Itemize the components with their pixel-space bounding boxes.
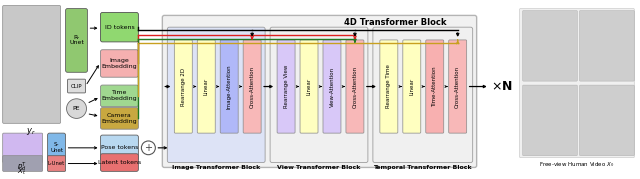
- FancyBboxPatch shape: [403, 40, 420, 133]
- Text: Image
Embedding: Image Embedding: [102, 58, 137, 69]
- Text: $\times$N: $\times$N: [491, 80, 513, 93]
- Text: Latent tokens: Latent tokens: [98, 160, 141, 165]
- FancyBboxPatch shape: [100, 135, 138, 161]
- Text: R-
Unet: R- Unet: [69, 35, 84, 45]
- Text: PE: PE: [73, 106, 80, 111]
- FancyBboxPatch shape: [167, 27, 265, 163]
- Text: Time-Attention: Time-Attention: [432, 66, 437, 107]
- FancyBboxPatch shape: [197, 40, 215, 133]
- FancyBboxPatch shape: [300, 40, 318, 133]
- FancyBboxPatch shape: [373, 27, 473, 163]
- Text: Linear: Linear: [410, 78, 414, 95]
- FancyBboxPatch shape: [323, 40, 341, 133]
- FancyBboxPatch shape: [579, 85, 634, 156]
- FancyBboxPatch shape: [163, 15, 477, 168]
- Text: Image Transformer Block: Image Transformer Block: [172, 165, 260, 170]
- FancyBboxPatch shape: [426, 40, 444, 133]
- Text: Cross-Attention: Cross-Attention: [455, 66, 460, 108]
- FancyBboxPatch shape: [100, 85, 138, 107]
- FancyBboxPatch shape: [449, 40, 467, 133]
- FancyBboxPatch shape: [3, 156, 43, 171]
- Text: View Transformer Block: View Transformer Block: [277, 165, 361, 170]
- Text: CLIP: CLIP: [70, 84, 83, 89]
- Text: Temporal Transformer Block: Temporal Transformer Block: [374, 165, 472, 170]
- Text: Rearrange View: Rearrange View: [284, 65, 289, 108]
- FancyBboxPatch shape: [47, 133, 65, 163]
- FancyBboxPatch shape: [3, 6, 61, 123]
- Text: $X_t$: $X_t$: [17, 167, 26, 177]
- FancyBboxPatch shape: [100, 154, 138, 171]
- Text: L-Unet: L-Unet: [48, 161, 65, 166]
- FancyBboxPatch shape: [243, 40, 261, 133]
- Text: Pose tokens: Pose tokens: [100, 145, 138, 150]
- Circle shape: [67, 99, 86, 118]
- FancyBboxPatch shape: [68, 79, 86, 93]
- FancyBboxPatch shape: [65, 9, 88, 72]
- Text: $y_r$: $y_r$: [26, 126, 36, 137]
- Text: View-Attention: View-Attention: [330, 66, 335, 107]
- Text: Time
Embedding: Time Embedding: [102, 90, 137, 101]
- Text: Camera
Embedding: Camera Embedding: [102, 113, 137, 124]
- Text: Linear: Linear: [307, 78, 312, 95]
- FancyBboxPatch shape: [3, 133, 43, 163]
- Text: Rearrange 2D: Rearrange 2D: [180, 67, 186, 106]
- FancyBboxPatch shape: [47, 156, 65, 171]
- Text: ID tokens: ID tokens: [104, 25, 134, 30]
- Text: $p_{d}^{T}$: $p_{d}^{T}$: [17, 161, 27, 174]
- FancyBboxPatch shape: [522, 85, 577, 156]
- FancyBboxPatch shape: [520, 9, 634, 158]
- Text: Cross-Attention: Cross-Attention: [250, 66, 255, 108]
- FancyBboxPatch shape: [380, 40, 398, 133]
- Circle shape: [141, 141, 156, 155]
- Text: +: +: [145, 143, 152, 153]
- FancyBboxPatch shape: [579, 11, 634, 81]
- Text: Cross-Attention: Cross-Attention: [353, 66, 357, 108]
- FancyBboxPatch shape: [100, 108, 138, 129]
- FancyBboxPatch shape: [346, 40, 364, 133]
- FancyBboxPatch shape: [174, 40, 192, 133]
- FancyBboxPatch shape: [270, 27, 368, 163]
- FancyBboxPatch shape: [220, 40, 238, 133]
- Text: 4D Transformer Block: 4D Transformer Block: [344, 18, 446, 27]
- Text: Rearrange Time: Rearrange Time: [387, 65, 391, 108]
- FancyBboxPatch shape: [100, 50, 138, 77]
- FancyBboxPatch shape: [522, 11, 577, 81]
- Text: Free-view Human Video $X_{()}$: Free-view Human Video $X_{()}$: [538, 160, 614, 169]
- FancyBboxPatch shape: [100, 13, 138, 42]
- Text: Image-Attention: Image-Attention: [227, 64, 232, 109]
- Text: Linear: Linear: [204, 78, 209, 95]
- Text: S-
Unet: S- Unet: [50, 142, 63, 153]
- FancyBboxPatch shape: [277, 40, 295, 133]
